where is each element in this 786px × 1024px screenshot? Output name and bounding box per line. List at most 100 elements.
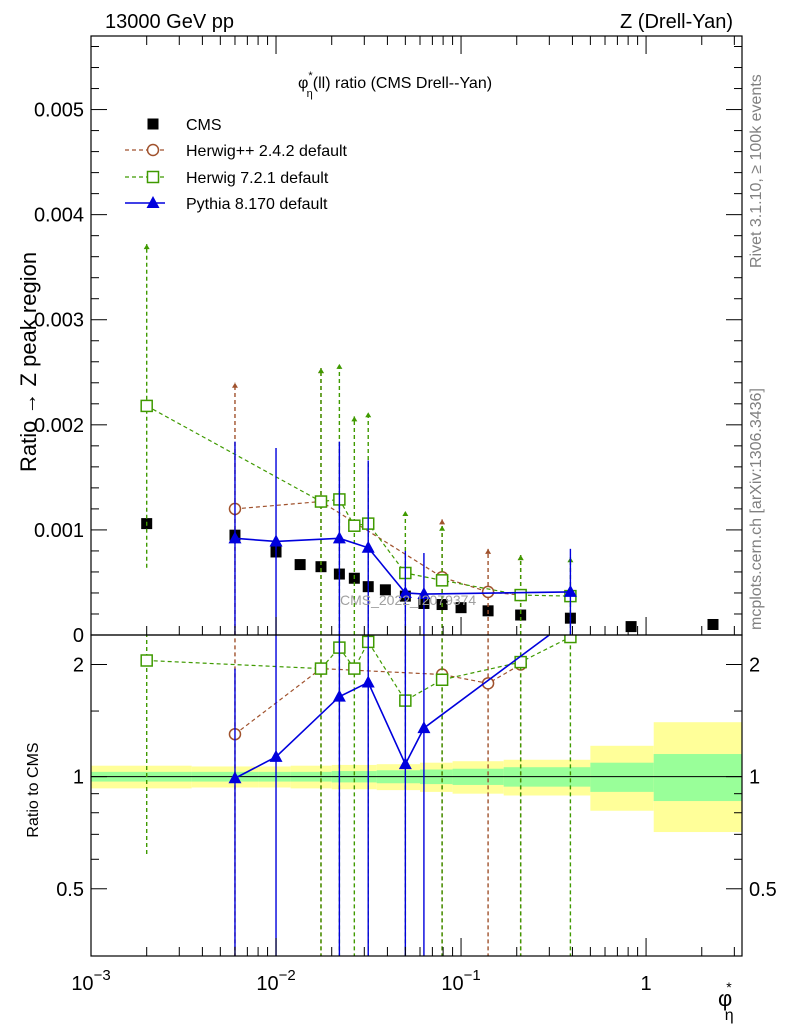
herwig-7-2-1-default-errcap-4 <box>365 412 372 418</box>
band-inner-bin-9 <box>590 762 654 792</box>
ratio-pythia-8-170-default-point-2 <box>332 689 346 702</box>
herwig-2-4-2-default-errcap-2 <box>439 519 446 525</box>
cms-point-14 <box>515 609 527 621</box>
pythia-8-170-default-point-2 <box>332 531 346 544</box>
herwig-7-2-1-default-errcap-2 <box>336 363 343 369</box>
legend-marker-pythia-8-170-default <box>146 196 160 208</box>
legend-label-herwig-7-2-1-default: Herwig 7.2.1 default <box>186 170 329 187</box>
xtick-label-2: 10−1 <box>441 967 480 995</box>
xtick-label-0: 10−3 <box>71 967 110 995</box>
ratio-ytick-label-0: 0.5 <box>56 879 84 901</box>
legend-marker-herwig-2-4-2-default <box>146 143 160 157</box>
series-pythia-8-170-default <box>228 441 577 635</box>
pythia-8-170-default-point-0 <box>228 531 242 544</box>
ratio-ytick-label-right-1: 1 <box>749 767 760 789</box>
ratio-pythia-8-170-default-point-0 <box>228 771 242 784</box>
ratio-ylabel: Ratio to CMS <box>25 742 42 837</box>
legend-item-herwig-2-4-2-default: Herwig++ 2.4.2 default <box>125 143 348 160</box>
xlabel-star: * <box>726 979 732 995</box>
main-plot-data <box>140 244 719 635</box>
herwig-7-2-1-default-point-1 <box>314 495 328 508</box>
pythia-8-170-default-point-5 <box>417 587 431 600</box>
herwig-7-2-1-default-point-6 <box>435 574 449 587</box>
ratio-pythia-8-170-default-point-3 <box>361 675 375 688</box>
herwig-7-2-1-default-point-3 <box>348 519 361 532</box>
herwig-7-2-1-default-errcap-5 <box>402 510 409 516</box>
ratio-pythia-8-170-default-point-5 <box>417 721 431 734</box>
pythia-8-170-default-point-4 <box>398 585 412 598</box>
ratio-herwig-2-4-2-default-line <box>234 663 521 735</box>
title-eta: η <box>307 88 313 100</box>
legend-label-pythia-8-170-default: Pythia 8.170 default <box>186 196 328 213</box>
herwig-2-4-2-default-errcap-0 <box>231 382 238 388</box>
herwig-7-2-1-default-line <box>146 405 571 597</box>
header-right: Z (Drell-Yan) <box>620 11 733 33</box>
ratio-ytick-label-right-0: 0.5 <box>749 879 777 901</box>
mcplots-label: mcplots.cern.ch [arXiv:1306.3436] <box>748 388 765 630</box>
ratio-series-herwig-7-2-1-default <box>140 635 577 956</box>
herwig-7-2-1-default-errcap-3 <box>351 416 358 422</box>
ratio-pythia-8-170-default-line <box>234 635 550 779</box>
pythia-8-170-default-point-1 <box>269 534 283 547</box>
ratio-herwig-7-2-1-default-line <box>146 636 571 702</box>
legend: CMS Herwig++ 2.4.2 default Herwig 7.2.1 de… <box>125 117 348 213</box>
title-star: * <box>308 70 313 82</box>
pythia-8-170-default-point-3 <box>361 540 375 553</box>
ratio-herwig-7-2-1-default-point-8 <box>564 635 577 644</box>
herwig-7-2-1-default-point-7 <box>514 588 527 602</box>
herwig-7-2-1-default-errcap-6 <box>439 525 446 531</box>
main-ylabel: Ratio → Z peak region <box>16 252 41 472</box>
header-left: 13000 GeV pp <box>105 11 234 33</box>
herwig-2-4-2-default-errcap-3 <box>485 548 492 554</box>
ratio-series-pythia-8-170-default <box>228 635 550 956</box>
main-ytick-label-3: 0.003 <box>34 310 84 332</box>
herwig-2-4-2-default-point-3 <box>481 585 495 599</box>
main-ytick-label-4: 0.004 <box>34 205 84 227</box>
cms-point-12 <box>455 602 467 614</box>
main-ytick-label-1: 0.001 <box>34 520 84 542</box>
ratio-herwig-7-2-1-default-point-6 <box>435 673 449 687</box>
legend-label-cms: CMS <box>186 117 222 134</box>
main-ytick-label-5: 0.005 <box>34 100 84 122</box>
xlabel: φ* η <box>718 979 734 1024</box>
ratio-plot-frame <box>90 634 743 957</box>
ratio-herwig-2-4-2-default-point-3 <box>481 677 495 690</box>
axes: 0 0.001 0.002 0.003 0.004 0.005 0.5 0.5 1 1 2 2 10−3… <box>34 36 777 995</box>
ratio-ytick-label-2: 2 <box>73 654 84 676</box>
ratio-herwig-7-2-1-default-point-3 <box>348 662 361 675</box>
ratio-plot-data <box>140 635 577 956</box>
main-title: φ* η(ll) ratio (CMS Drell--Yan) <box>298 70 492 100</box>
ratio-pythia-8-170-default-point-1 <box>269 749 283 762</box>
cms-point-8 <box>379 584 391 596</box>
ratio-pythia-8-170-default-point-4 <box>398 757 412 770</box>
pythia-8-170-default-point-6 <box>563 584 577 597</box>
xlabel-phi: φ <box>718 986 732 1011</box>
analysis-watermark: CMS_2022_I2079374 <box>340 592 476 608</box>
xtick-label-1: 10−2 <box>256 967 295 995</box>
legend-item-pythia-8-170-default: Pythia 8.170 default <box>125 196 328 213</box>
xlabel-eta: η <box>725 1007 734 1024</box>
title-rest: (ll) ratio (CMS Drell--Yan) <box>313 75 492 92</box>
legend-item-cms: CMS <box>147 117 222 134</box>
herwig-7-2-1-default-errcap-1 <box>317 368 324 374</box>
ratio-herwig-7-2-1-default-point-1 <box>314 662 328 675</box>
xtick-label-3: 1 <box>641 973 652 995</box>
legend-marker-cms <box>147 118 159 130</box>
rivet-label: Rivet 3.1.10, ≥ 100k events <box>748 74 765 268</box>
cms-point-3 <box>294 559 306 571</box>
series-cms <box>141 518 719 633</box>
title-phi: φ <box>298 75 308 92</box>
cms-point-16 <box>625 621 637 633</box>
ratio-ytick-label-1: 1 <box>73 767 84 789</box>
herwig-7-2-1-default-errcap-0 <box>143 244 150 250</box>
main-ytick-label-2: 0.002 <box>34 415 84 437</box>
ratio-ytick-label-right-2: 2 <box>749 654 760 676</box>
ratio-herwig-7-2-1-default-point-0 <box>140 654 153 667</box>
legend-label-herwig-2-4-2-default: Herwig++ 2.4.2 default <box>186 143 348 160</box>
legend-marker-herwig-7-2-1-default <box>146 170 160 184</box>
band-inner-bin-10 <box>653 754 742 802</box>
cms-point-17 <box>707 618 719 630</box>
herwig-7-2-1-default-point-0 <box>140 399 153 413</box>
cms-point-4 <box>315 561 327 573</box>
